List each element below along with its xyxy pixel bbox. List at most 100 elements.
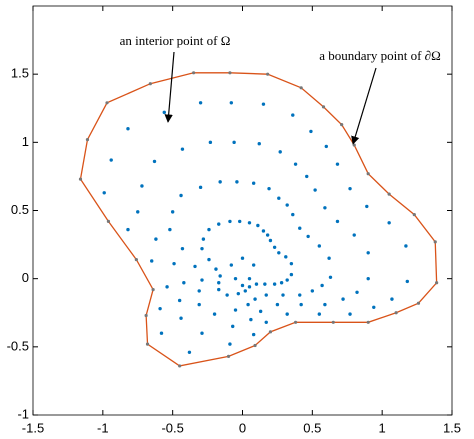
interior-point	[187, 350, 192, 354]
x-tick-label: -1.5	[22, 420, 44, 435]
interior-point	[281, 293, 285, 297]
interior-point	[247, 221, 252, 225]
boundary-point	[85, 138, 90, 142]
boundary-point	[228, 71, 232, 75]
interior-point	[278, 150, 282, 154]
boundary-point	[145, 342, 150, 346]
interior-point	[200, 278, 204, 282]
boundary-point	[148, 82, 152, 86]
interior-point	[310, 289, 315, 293]
interior-point	[136, 210, 140, 214]
interior-point	[249, 317, 253, 322]
interior-point	[150, 259, 154, 263]
interior-point	[126, 227, 130, 232]
interior-point	[306, 234, 310, 239]
interior-point	[317, 244, 322, 248]
interior-point	[272, 282, 277, 286]
interior-point	[254, 282, 259, 286]
annotation: a boundary point of ∂Ω	[319, 48, 441, 63]
interior-point	[267, 186, 271, 191]
boundary-point	[321, 105, 326, 109]
interior-point	[140, 184, 144, 188]
interior-point	[291, 113, 295, 117]
interior-point	[193, 264, 197, 269]
interior-point	[323, 302, 327, 307]
interior-point	[257, 141, 261, 146]
boundary-point	[331, 320, 335, 324]
interior-point	[327, 256, 331, 260]
interior-point	[289, 261, 294, 266]
interior-point	[158, 306, 162, 311]
interior-point	[231, 324, 235, 329]
interior-point	[218, 180, 222, 184]
interior-point	[291, 212, 295, 217]
interior-point	[285, 312, 289, 316]
interior-point	[372, 305, 376, 309]
interior-point	[180, 246, 185, 251]
interior-point	[246, 302, 250, 307]
interior-point	[229, 263, 234, 267]
interior-point	[228, 219, 232, 224]
interior-point	[328, 275, 333, 280]
interior-point	[251, 181, 256, 185]
interior-point	[197, 302, 201, 307]
interior-point	[201, 237, 206, 241]
interior-point	[170, 210, 175, 214]
interior-point	[261, 229, 266, 233]
interior-point	[355, 290, 359, 294]
interior-point	[208, 140, 213, 145]
boundary-point	[387, 192, 391, 196]
x-tick-label: 0	[239, 420, 246, 435]
interior-point	[180, 147, 185, 151]
interior-point	[207, 227, 211, 232]
interior-point	[277, 251, 281, 255]
interior-point	[261, 102, 266, 106]
interior-point	[233, 308, 238, 312]
interior-point	[335, 162, 340, 166]
interior-point	[238, 219, 242, 224]
interior-point	[207, 257, 211, 262]
interior-point	[200, 246, 204, 251]
boundary-point	[366, 320, 370, 324]
interior-point	[251, 263, 256, 267]
interior-point	[341, 297, 345, 301]
axes-box	[32, 5, 453, 416]
interior-point	[236, 291, 241, 296]
interior-point	[253, 297, 257, 301]
interior-point	[335, 219, 340, 224]
interior-point	[109, 158, 113, 162]
interior-point	[217, 287, 221, 292]
interior-point	[279, 281, 284, 285]
interior-point	[265, 233, 270, 237]
interior-point	[212, 312, 217, 316]
interior-point	[247, 276, 252, 281]
interior-point	[285, 203, 289, 207]
boundary-point	[293, 320, 298, 324]
boundary-point	[151, 287, 155, 292]
interior-point	[405, 279, 410, 284]
y-tick-label: 1.5	[11, 66, 29, 81]
y-tick-label: 0.5	[11, 202, 29, 217]
interior-point	[268, 238, 273, 243]
interior-point	[200, 331, 204, 335]
boundary-point	[266, 72, 270, 76]
boundary-point	[105, 101, 109, 105]
interior-point	[232, 140, 236, 145]
interior-point	[228, 342, 232, 346]
x-tick-label: -1	[97, 420, 109, 435]
interior-point	[320, 283, 324, 288]
interior-point	[240, 283, 245, 288]
interior-point	[247, 285, 252, 289]
boundary-point	[416, 301, 421, 305]
interior-point	[172, 261, 176, 266]
interior-point	[154, 237, 158, 241]
interior-point	[272, 245, 277, 250]
y-tick-label: 0	[22, 270, 29, 285]
interior-point	[240, 256, 245, 260]
interior-point	[390, 297, 394, 301]
interior-point	[258, 309, 263, 314]
interior-point	[218, 274, 222, 278]
interior-point	[162, 110, 166, 115]
annotation-arrow	[351, 67, 377, 145]
